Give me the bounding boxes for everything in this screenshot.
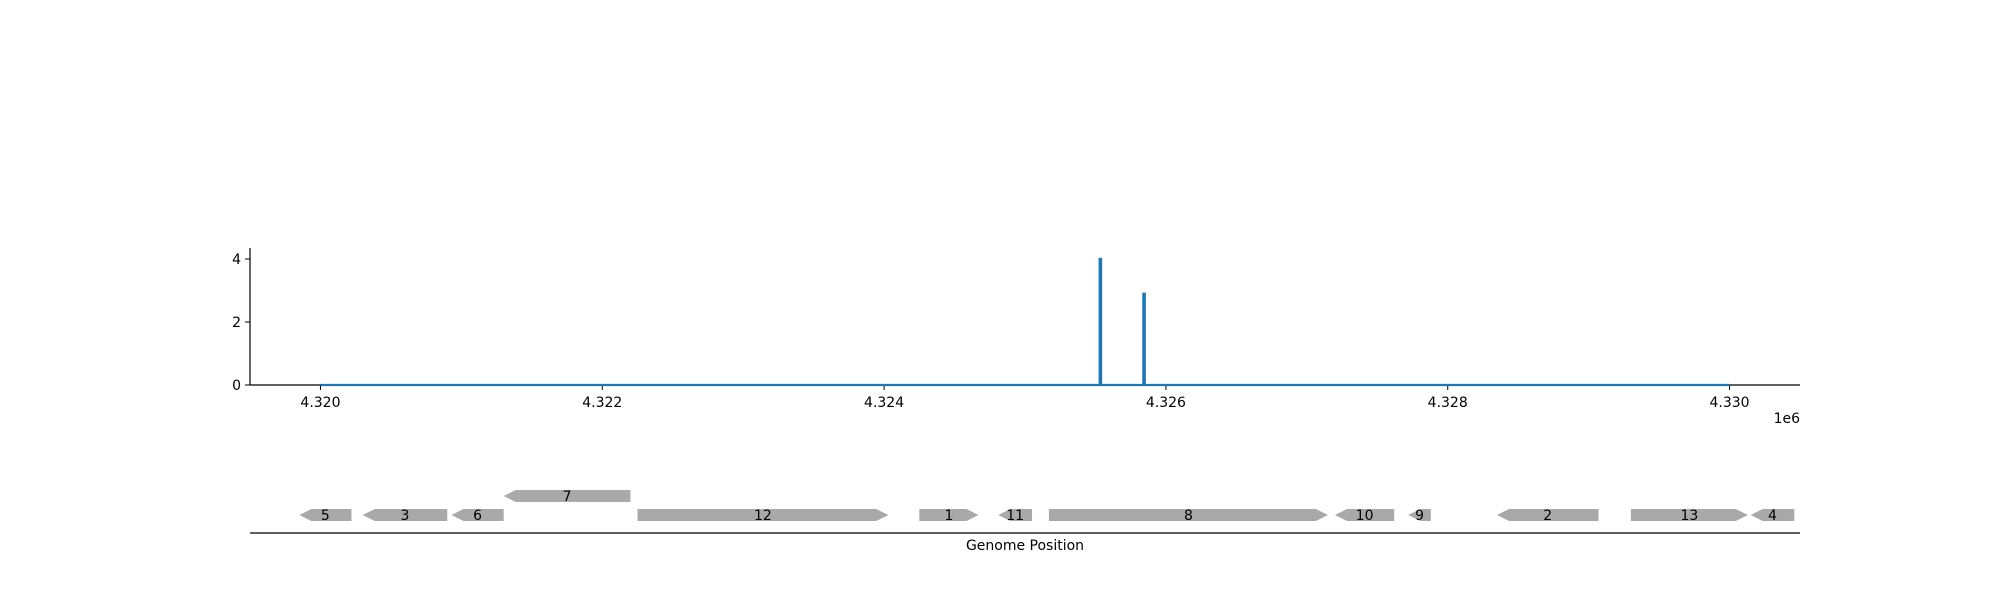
y-tick-label: 2 [232,315,241,331]
gene-arrow [362,509,448,521]
gene-arrow [637,509,889,521]
gene-label: 4 [1768,508,1777,524]
gene-label: 8 [1184,508,1193,524]
gene-label: 5 [321,508,330,524]
coverage-plot: 4.320 4.322 4.324 4.326 4.328 4.330 0 2 4 1e6 [232,248,1800,427]
coverage-axes: 4.320 4.322 4.324 4.326 4.328 4.330 0 2 4 [232,248,1800,411]
x-offset-label: 1e6 [1774,411,1801,427]
gene-arrow [503,490,631,502]
gene-arrow [1750,509,1795,521]
gene-label: 7 [563,489,572,505]
gene-label: 2 [1543,508,1552,524]
gene-arrow [299,509,352,521]
gene-label: 3 [401,508,410,524]
y-tick-label: 4 [232,252,241,268]
gene-arrow [1630,509,1748,521]
gene-track-xlabel: Genome Position [966,538,1084,554]
gene-label: 1 [944,508,953,524]
gene-label: 6 [473,508,482,524]
gene-arrow [1408,509,1431,521]
x-tick-label: 4.320 [300,395,340,411]
gene-label: 12 [754,508,772,524]
x-tick-label: 4.324 [864,395,904,411]
gene-arrow [1335,509,1395,521]
x-tick-label: 4.330 [1709,395,1749,411]
gene-label: 10 [1356,508,1374,524]
gene-label: 13 [1680,508,1698,524]
gene-arrow [1048,509,1328,521]
gene-arrow [998,509,1033,521]
coverage-series-line [320,257,1730,387]
gene-arrow [451,509,504,521]
y-tick-label: 0 [232,378,241,394]
gene-label: 11 [1006,508,1024,524]
x-tick-label: 4.326 [1146,395,1186,411]
gene-arrow [1497,509,1599,521]
x-tick-label: 4.328 [1428,395,1468,411]
gene-label: 9 [1415,508,1424,524]
x-tick-label: 4.322 [582,395,622,411]
gene-arrow [919,509,979,521]
coverage-line-layer [320,257,1730,387]
